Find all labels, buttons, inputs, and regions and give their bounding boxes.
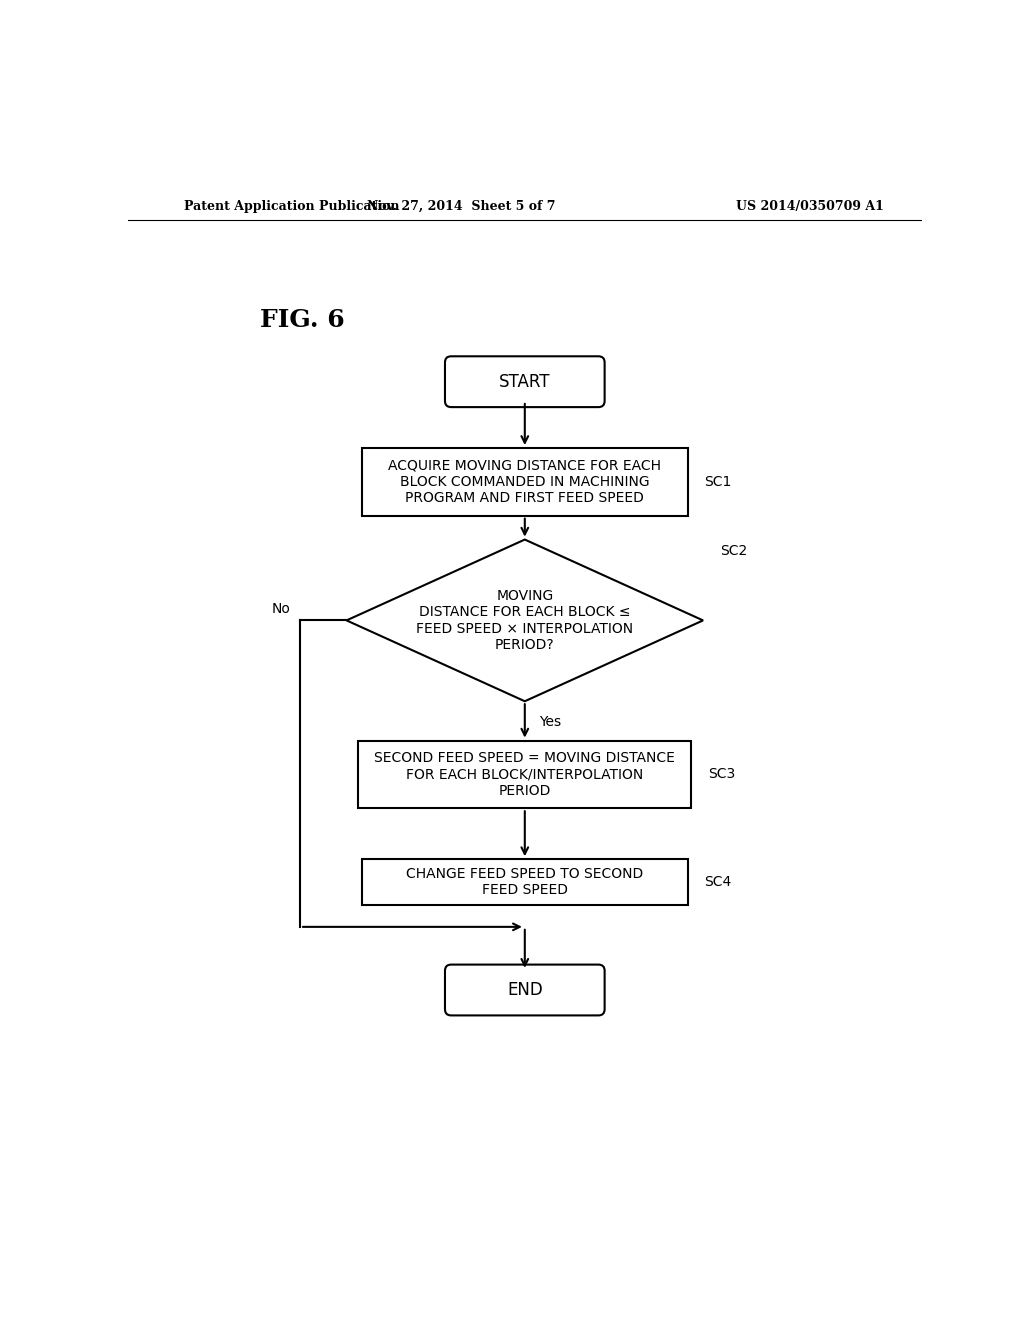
Bar xyxy=(362,447,687,516)
Text: MOVING
DISTANCE FOR EACH BLOCK ≤
FEED SPEED × INTERPOLATION
PERIOD?: MOVING DISTANCE FOR EACH BLOCK ≤ FEED SP… xyxy=(416,589,634,652)
Text: SC1: SC1 xyxy=(705,475,732,488)
Text: END: END xyxy=(507,981,543,999)
Text: START: START xyxy=(499,372,551,391)
FancyBboxPatch shape xyxy=(445,965,604,1015)
FancyBboxPatch shape xyxy=(445,356,604,407)
Bar xyxy=(358,741,691,808)
Text: Yes: Yes xyxy=(539,715,561,729)
Text: FIG. 6: FIG. 6 xyxy=(260,308,344,333)
Text: SC4: SC4 xyxy=(705,875,732,890)
Text: ACQUIRE MOVING DISTANCE FOR EACH
BLOCK COMMANDED IN MACHINING
PROGRAM AND FIRST : ACQUIRE MOVING DISTANCE FOR EACH BLOCK C… xyxy=(388,458,662,506)
Text: US 2014/0350709 A1: US 2014/0350709 A1 xyxy=(736,199,884,213)
Text: SC3: SC3 xyxy=(709,767,735,781)
Text: No: No xyxy=(272,602,291,616)
Text: Nov. 27, 2014  Sheet 5 of 7: Nov. 27, 2014 Sheet 5 of 7 xyxy=(367,199,555,213)
Polygon shape xyxy=(346,540,703,701)
Text: CHANGE FEED SPEED TO SECOND
FEED SPEED: CHANGE FEED SPEED TO SECOND FEED SPEED xyxy=(407,867,643,898)
Bar xyxy=(362,859,687,906)
Text: SC2: SC2 xyxy=(720,544,748,558)
Text: Patent Application Publication: Patent Application Publication xyxy=(183,199,399,213)
Text: SECOND FEED SPEED = MOVING DISTANCE
FOR EACH BLOCK/INTERPOLATION
PERIOD: SECOND FEED SPEED = MOVING DISTANCE FOR … xyxy=(375,751,675,797)
